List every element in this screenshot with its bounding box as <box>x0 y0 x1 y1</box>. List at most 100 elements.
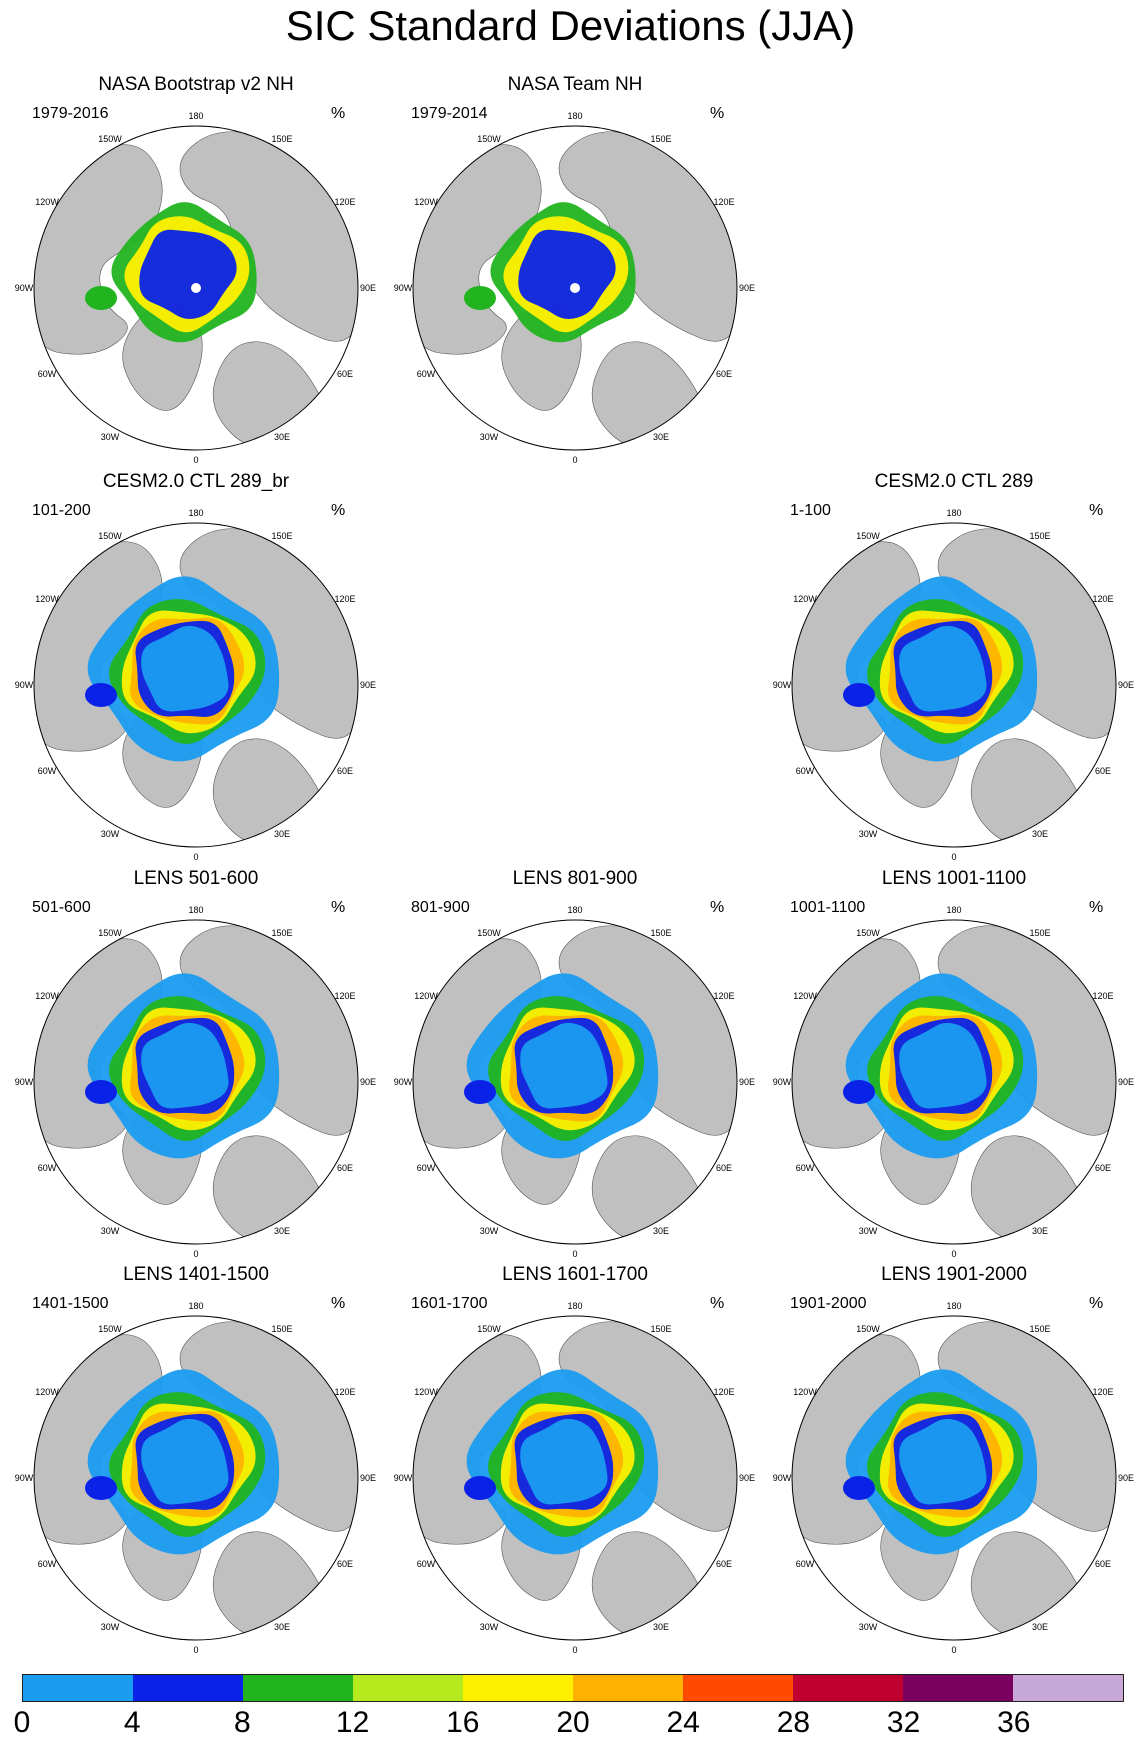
longitude-label: 0 <box>951 1645 956 1655</box>
longitude-label: 120E <box>713 991 734 1001</box>
panel-title: LENS 801-900 <box>512 868 638 889</box>
colorbar-swatch <box>23 1675 133 1701</box>
longitude-label: 0 <box>951 1249 956 1259</box>
colorbar-swatch <box>793 1675 903 1701</box>
sea-ice-band <box>899 1022 987 1109</box>
longitude-label: 30W <box>859 1226 878 1236</box>
panel-title: CESM2.0 CTL 289 <box>874 471 1034 492</box>
longitude-label: 90W <box>394 1473 413 1483</box>
longitude-label: 120E <box>713 1387 734 1397</box>
longitude-label: 150W <box>98 531 122 541</box>
longitude-label: 60E <box>1095 766 1111 776</box>
pole-hole <box>570 283 580 293</box>
polar-map: 180 150E 120E 90E 60E 30E 0 30W 60W 90W 120W 150W <box>773 1301 1134 1655</box>
colorbar <box>22 1674 1124 1702</box>
longitude-label: 150E <box>1029 1324 1050 1334</box>
hudson-bay-ice <box>843 683 875 707</box>
longitude-label: 90W <box>15 1077 34 1087</box>
longitude-label: 60W <box>796 1163 815 1173</box>
panel-period: 1901-2000 <box>790 1295 867 1312</box>
polar-map: 180 150E 120E 90E 60E 30E 0 30W 60W 90W 120W 150W <box>773 508 1134 862</box>
hudson-bay-ice <box>464 1080 496 1104</box>
polar-map: 180 150E 120E 90E 60E 30E 0 30W 60W 90W 120W 150W <box>394 111 755 465</box>
longitude-label: 60W <box>38 1163 57 1173</box>
panel-unit: % <box>1089 899 1104 916</box>
longitude-label: 0 <box>951 852 956 862</box>
longitude-label: 120W <box>414 1387 438 1397</box>
map-border <box>791 1315 1117 1641</box>
longitude-label: 150E <box>1029 928 1050 938</box>
sea-ice-band <box>141 1418 229 1505</box>
map-border <box>791 919 1117 1245</box>
longitude-label: 150E <box>650 134 671 144</box>
longitude-label: 150E <box>271 531 292 541</box>
longitude-label: 120E <box>1092 1387 1113 1397</box>
longitude-label: 30E <box>653 432 669 442</box>
longitude-label: 30W <box>480 1622 499 1632</box>
map-border <box>33 919 359 1245</box>
panel-unit: % <box>331 105 346 122</box>
longitude-label: 60E <box>716 1163 732 1173</box>
longitude-label: 150E <box>1029 531 1050 541</box>
colorbar-swatch <box>353 1675 463 1701</box>
polar-map: 180 150E 120E 90E 60E 30E 0 30W 60W 90W 120W 150W <box>15 905 376 1259</box>
hudson-bay-ice <box>464 1476 496 1500</box>
panel-period: 501-600 <box>32 899 91 916</box>
map-border <box>412 1315 738 1641</box>
longitude-label: 180 <box>188 508 203 518</box>
colorbar-swatch <box>573 1675 683 1701</box>
panel-period: 1601-1700 <box>411 1295 488 1312</box>
colorbar-swatch <box>243 1675 353 1701</box>
panel-unit: % <box>710 1295 725 1312</box>
colorbar-label: 4 <box>123 1706 141 1739</box>
panel-unit: % <box>331 899 346 916</box>
colorbar-swatch <box>463 1675 573 1701</box>
panel-unit: % <box>331 1295 346 1312</box>
longitude-label: 150W <box>856 531 880 541</box>
polar-map: 180 150E 120E 90E 60E 30E 0 30W 60W 90W 120W 150W <box>15 111 376 465</box>
longitude-label: 180 <box>946 905 961 915</box>
sea-ice-band <box>899 1418 987 1505</box>
longitude-label: 90E <box>360 283 376 293</box>
longitude-label: 120W <box>793 991 817 1001</box>
pole-hole <box>191 283 201 293</box>
longitude-label: 0 <box>572 1249 577 1259</box>
longitude-label: 30W <box>101 829 120 839</box>
longitude-label: 150W <box>856 928 880 938</box>
longitude-label: 90E <box>360 680 376 690</box>
hudson-bay-ice <box>464 286 496 310</box>
longitude-label: 180 <box>946 1301 961 1311</box>
polar-map: 180 150E 120E 90E 60E 30E 0 30W 60W 90W 120W 150W <box>773 905 1134 1259</box>
longitude-label: 120E <box>1092 991 1113 1001</box>
map-border <box>412 125 738 451</box>
longitude-label: 90E <box>739 283 755 293</box>
panel-title: LENS 1001-1100 <box>881 868 1027 889</box>
longitude-label: 90W <box>15 680 34 690</box>
longitude-label: 0 <box>193 1645 198 1655</box>
longitude-label: 120E <box>713 197 734 207</box>
longitude-label: 90W <box>15 1473 34 1483</box>
longitude-label: 30E <box>274 829 290 839</box>
longitude-label: 90E <box>739 1473 755 1483</box>
longitude-label: 180 <box>188 905 203 915</box>
longitude-label: 120W <box>414 197 438 207</box>
longitude-label: 30W <box>859 1622 878 1632</box>
longitude-label: 60E <box>337 1163 353 1173</box>
hudson-bay-ice <box>843 1476 875 1500</box>
colorbar-label: 20 <box>556 1706 590 1739</box>
hudson-bay-ice <box>85 1080 117 1104</box>
sea-ice-band <box>518 229 616 319</box>
longitude-label: 60E <box>337 766 353 776</box>
longitude-label: 90W <box>773 680 792 690</box>
panel-unit: % <box>1089 1295 1104 1312</box>
colorbar-label: 12 <box>335 1706 370 1739</box>
longitude-label: 150E <box>650 1324 671 1334</box>
longitude-label: 0 <box>572 455 577 465</box>
longitude-label: 0 <box>193 1249 198 1259</box>
longitude-label: 90E <box>360 1473 376 1483</box>
hudson-bay-ice <box>843 1080 875 1104</box>
longitude-label: 120W <box>35 197 59 207</box>
longitude-label: 30W <box>101 432 120 442</box>
longitude-label: 120W <box>793 594 817 604</box>
figure-title: SIC Standard Deviations (JJA) <box>285 2 856 49</box>
